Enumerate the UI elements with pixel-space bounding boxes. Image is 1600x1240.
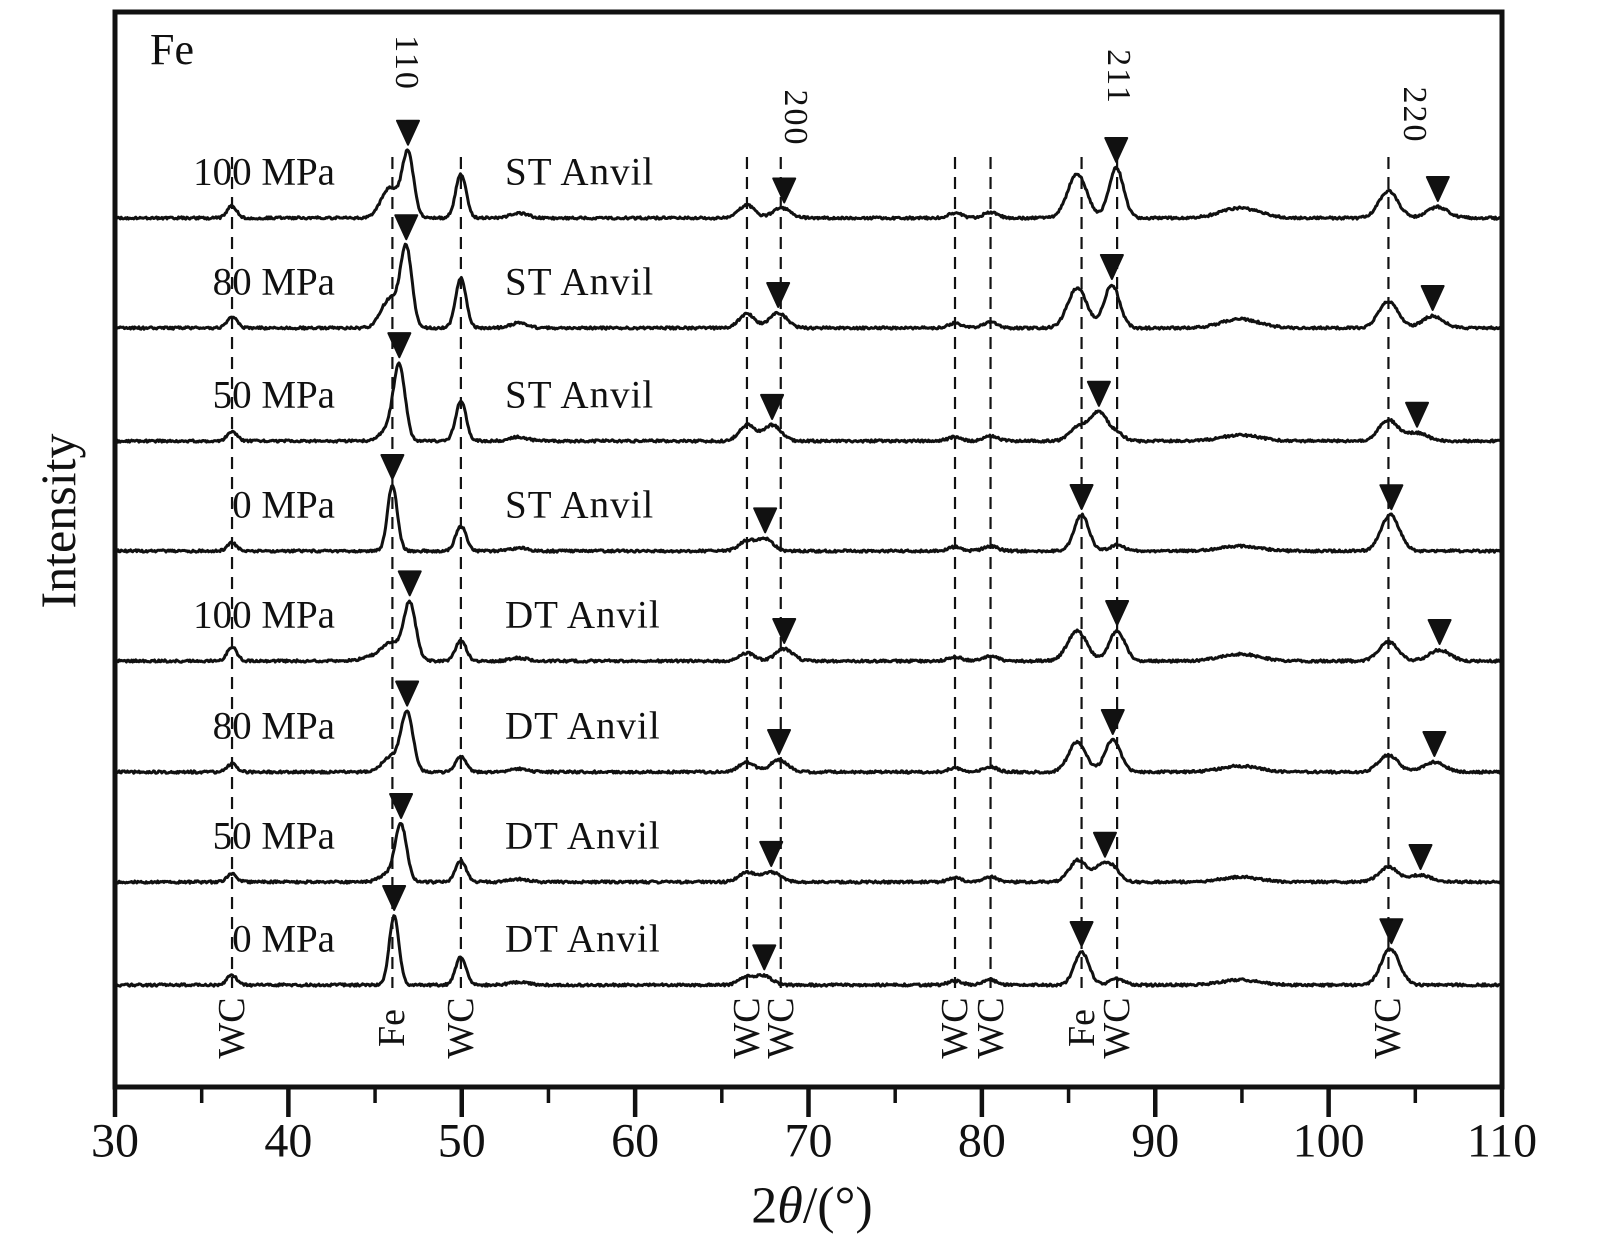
fe-peak-marker-icon xyxy=(1405,401,1430,428)
fe-peak-marker-icon xyxy=(394,214,419,241)
fe-peak-marker-icon xyxy=(389,792,414,819)
phase-annotation-fe: Fe xyxy=(150,25,194,74)
fe-peak-marker-icon xyxy=(396,119,421,146)
fe-peak-marker-icon xyxy=(752,944,777,971)
phase-line-label-wc: WC xyxy=(439,997,482,1059)
trace-pressure-label: 0 MPa xyxy=(232,483,335,527)
x-tick-label: 100 xyxy=(1292,1114,1365,1168)
hkl-label-110: 110 xyxy=(388,35,426,91)
trace-anvil-label: ST Anvil xyxy=(505,373,655,417)
fe-peak-marker-icon xyxy=(772,177,797,204)
fe-peak-marker-icon xyxy=(1425,176,1450,202)
x-tick-label: 60 xyxy=(611,1114,660,1168)
x-tick-label: 80 xyxy=(957,1114,1006,1168)
x-axis-title-post: /(°) xyxy=(802,1177,873,1235)
fe-peak-marker-icon xyxy=(395,680,420,707)
fe-peak-marker-icon xyxy=(1104,136,1129,163)
fe-peak-marker-icon xyxy=(1408,843,1433,870)
trace-pressure-label: 100 MPa xyxy=(193,593,335,637)
xrd-trace-0 xyxy=(113,148,1503,221)
x-tick-label: 40 xyxy=(264,1114,313,1168)
hkl-label-211: 211 xyxy=(1099,49,1137,105)
trace-pressure-label: 0 MPa xyxy=(232,917,335,961)
x-axis-title-pre: 2 xyxy=(751,1177,778,1235)
xrd-trace-2 xyxy=(114,361,1504,444)
fe-peak-marker-icon xyxy=(766,281,791,308)
trace-anvil-label: DT Anvil xyxy=(505,704,661,748)
fe-peak-marker-icon xyxy=(1105,599,1130,626)
fe-peak-marker-icon xyxy=(382,885,407,911)
x-axis-title-theta: θ xyxy=(777,1177,803,1235)
fe-peak-marker-icon xyxy=(1379,918,1404,945)
trace-anvil-label: ST Anvil xyxy=(505,150,655,194)
phase-line-label-wc: WC xyxy=(759,997,802,1059)
fe-peak-marker-icon xyxy=(380,454,405,480)
fe-peak-marker-icon xyxy=(1100,708,1125,735)
y-axis-title: Intensity xyxy=(30,433,86,609)
fe-peak-marker-icon xyxy=(387,332,412,359)
fe-peak-marker-icon xyxy=(1427,619,1452,645)
trace-anvil-label: ST Anvil xyxy=(505,260,655,304)
xrd-trace-6 xyxy=(114,822,1503,885)
phase-line-label-wc: WC xyxy=(1367,997,1410,1059)
fe-peak-marker-icon xyxy=(1099,253,1124,280)
xrd-trace-1 xyxy=(114,242,1503,331)
trace-anvil-label: ST Anvil xyxy=(505,483,655,527)
hkl-label-220: 220 xyxy=(1395,86,1433,144)
trace-anvil-label: DT Anvil xyxy=(505,814,661,858)
fe-peak-marker-icon xyxy=(760,393,785,420)
fe-peak-marker-icon xyxy=(772,618,797,644)
fe-peak-marker-icon xyxy=(1379,484,1404,511)
fe-peak-marker-icon xyxy=(1422,731,1447,757)
x-tick-label: 50 xyxy=(437,1114,486,1168)
fe-peak-marker-icon xyxy=(397,570,422,597)
phase-line-label-wc: WC xyxy=(1096,997,1139,1059)
phase-line-label-wc: WC xyxy=(969,997,1012,1059)
xrd-trace-7 xyxy=(114,914,1503,988)
x-tick-label: 110 xyxy=(1466,1114,1538,1168)
trace-anvil-label: DT Anvil xyxy=(505,917,661,961)
xrd-trace-4 xyxy=(114,599,1503,664)
trace-pressure-label: 80 MPa xyxy=(212,704,335,748)
trace-pressure-label: 80 MPa xyxy=(212,260,335,304)
phase-line-label-wc: WC xyxy=(211,997,254,1059)
trace-pressure-label: 100 MPa xyxy=(193,150,335,194)
x-axis-title: 2θ/(°) xyxy=(751,1177,872,1236)
x-tick-label: 70 xyxy=(784,1114,833,1168)
xrd-trace-3 xyxy=(113,484,1503,554)
phase-line-label-fe: Fe xyxy=(371,1009,414,1047)
trace-pressure-label: 50 MPa xyxy=(212,814,335,858)
x-tick-label: 30 xyxy=(91,1114,139,1168)
fe-peak-marker-icon xyxy=(1069,921,1094,947)
fe-peak-marker-icon xyxy=(767,728,792,755)
x-tick-label: 90 xyxy=(1131,1114,1180,1168)
fe-peak-marker-icon xyxy=(1092,831,1117,858)
trace-pressure-label: 50 MPa xyxy=(212,373,335,417)
fe-peak-marker-icon xyxy=(1086,380,1111,407)
hkl-label-200: 200 xyxy=(776,89,814,147)
fe-peak-marker-icon xyxy=(759,840,784,867)
fe-peak-marker-icon xyxy=(1069,484,1094,510)
fe-peak-marker-icon xyxy=(1420,284,1445,311)
trace-anvil-label: DT Anvil xyxy=(505,593,661,637)
plot-frame xyxy=(112,9,1505,1090)
fe-peak-marker-icon xyxy=(753,507,778,534)
xrd-trace-5 xyxy=(114,709,1503,775)
